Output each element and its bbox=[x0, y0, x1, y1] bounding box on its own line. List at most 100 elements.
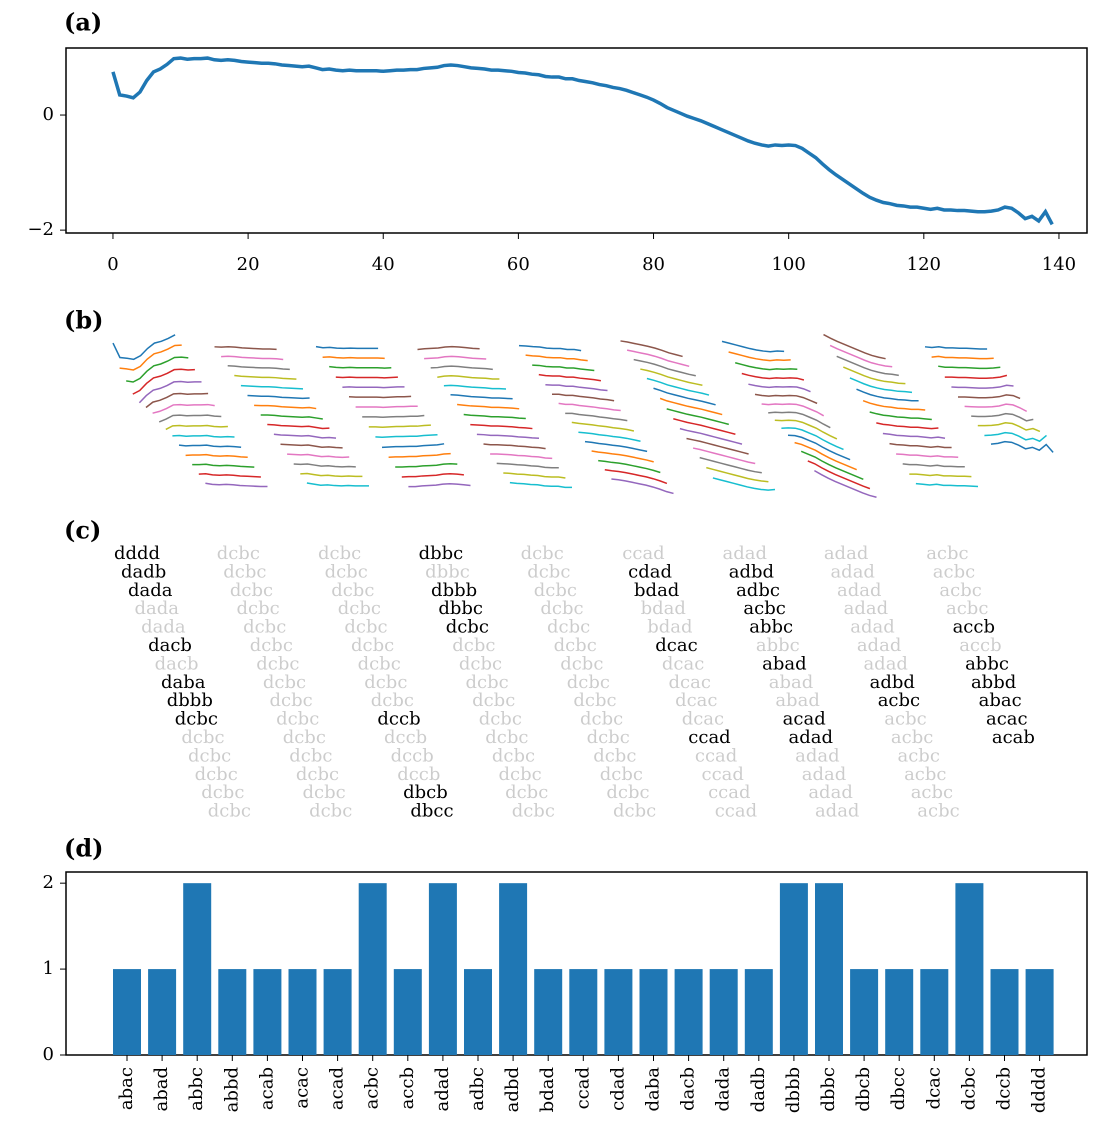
window-line bbox=[800, 450, 864, 481]
window-line bbox=[889, 442, 952, 449]
window-line bbox=[984, 431, 1047, 443]
window-line bbox=[659, 397, 723, 416]
window-line bbox=[280, 443, 343, 449]
x-tick-label: 60 bbox=[507, 254, 530, 275]
word: acbc bbox=[939, 580, 981, 601]
word: dcbc bbox=[505, 782, 548, 803]
x-tick-label: abad bbox=[151, 1067, 172, 1112]
x-tick-label: cdad bbox=[607, 1067, 628, 1111]
word: abad bbox=[762, 653, 807, 674]
window-line bbox=[626, 349, 690, 368]
word: dcbc bbox=[364, 672, 407, 693]
window-line bbox=[909, 473, 972, 478]
window-line bbox=[476, 433, 540, 440]
bar bbox=[569, 969, 598, 1055]
bar bbox=[604, 969, 633, 1055]
x-tick-label: abbd bbox=[221, 1067, 242, 1112]
x-tick-label: dbcb bbox=[853, 1067, 874, 1112]
window-line bbox=[375, 434, 438, 439]
x-tick-label: abac bbox=[116, 1067, 137, 1110]
word: abac bbox=[979, 690, 1022, 711]
word: dcac bbox=[655, 635, 697, 656]
window-line bbox=[882, 432, 946, 439]
bar bbox=[744, 969, 773, 1055]
word: dcbc bbox=[472, 690, 515, 711]
word: dacb bbox=[155, 653, 199, 674]
window-line bbox=[368, 424, 431, 429]
word: dcbc bbox=[498, 764, 541, 785]
window-line bbox=[165, 424, 228, 431]
x-tick-label: accb bbox=[397, 1067, 418, 1109]
word: dcbc bbox=[600, 764, 643, 785]
window-line bbox=[915, 482, 979, 488]
bar bbox=[218, 969, 247, 1055]
window-line bbox=[951, 384, 1014, 389]
window-line bbox=[591, 450, 654, 463]
word: abad bbox=[775, 690, 820, 711]
window-line bbox=[823, 333, 886, 360]
x-tick-label: dbbb bbox=[783, 1067, 804, 1113]
bar bbox=[1025, 969, 1054, 1055]
word: bdad bbox=[634, 580, 679, 601]
word: dcbc bbox=[256, 653, 299, 674]
window-line bbox=[876, 422, 939, 430]
word: dcbc bbox=[243, 617, 286, 638]
window-line bbox=[457, 403, 520, 410]
word: dada bbox=[135, 598, 180, 619]
window-line bbox=[509, 481, 572, 489]
window-line bbox=[964, 403, 1028, 413]
word: dbbc bbox=[419, 543, 464, 564]
window-line bbox=[450, 394, 513, 400]
word: adad bbox=[723, 543, 768, 564]
word: bdad bbox=[647, 617, 692, 638]
word: dcbc bbox=[296, 764, 339, 785]
window-line bbox=[267, 423, 330, 430]
window-line bbox=[735, 362, 798, 371]
window-line bbox=[640, 368, 703, 386]
word: acad bbox=[783, 709, 826, 730]
word: dcbc bbox=[325, 561, 368, 582]
window-line bbox=[721, 340, 785, 353]
window-line bbox=[728, 351, 791, 362]
word: dcbc bbox=[195, 764, 238, 785]
window-line bbox=[192, 463, 255, 468]
word: dada bbox=[128, 580, 173, 601]
x-tick-label: adbd bbox=[502, 1067, 523, 1112]
word: dcbc bbox=[344, 617, 387, 638]
bar bbox=[323, 969, 352, 1055]
word: adad bbox=[789, 727, 834, 748]
window-line bbox=[254, 404, 317, 410]
window-line bbox=[362, 414, 425, 419]
window-line bbox=[247, 394, 310, 400]
window-line bbox=[443, 384, 507, 390]
bar bbox=[148, 969, 177, 1055]
bar bbox=[990, 969, 1019, 1055]
window-line bbox=[958, 394, 1021, 400]
window-line bbox=[152, 403, 215, 414]
window-line bbox=[571, 421, 635, 432]
word: dcbc bbox=[567, 672, 610, 693]
word: accb bbox=[953, 617, 995, 638]
word: dcbc bbox=[175, 709, 218, 730]
word: dbbc bbox=[438, 598, 483, 619]
window-line bbox=[287, 453, 350, 459]
window-line bbox=[686, 437, 749, 455]
window-line bbox=[862, 399, 926, 411]
word: dcbc bbox=[283, 727, 326, 748]
window-line bbox=[538, 373, 602, 382]
window-line bbox=[525, 354, 588, 362]
panel-title: (d) bbox=[64, 834, 104, 863]
word: acbc bbox=[946, 598, 988, 619]
window-line bbox=[938, 365, 1001, 370]
x-tick-label: 140 bbox=[1042, 254, 1076, 275]
window-line bbox=[227, 365, 290, 371]
window-line bbox=[611, 478, 674, 495]
bar bbox=[534, 969, 563, 1055]
word: ccad bbox=[708, 782, 750, 803]
word: adad bbox=[844, 598, 889, 619]
word: dcbc bbox=[230, 580, 273, 601]
bar bbox=[674, 969, 703, 1055]
window-line bbox=[552, 393, 615, 402]
bar bbox=[499, 883, 528, 1055]
x-tick-label: dbcc bbox=[888, 1067, 909, 1110]
